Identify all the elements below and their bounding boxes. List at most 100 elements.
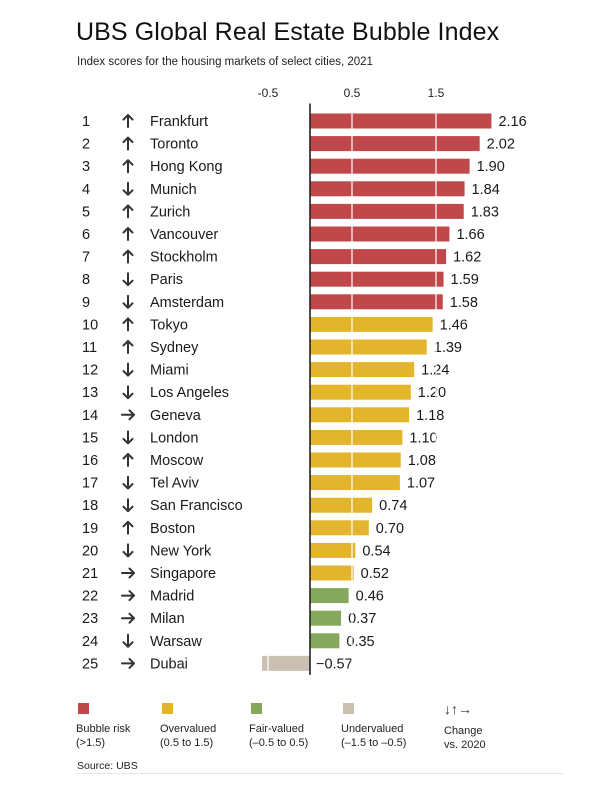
city-label: Dubai bbox=[150, 656, 188, 672]
bar-tokyo bbox=[310, 316, 433, 332]
bar-miami bbox=[310, 362, 415, 378]
arrow-down-icon bbox=[122, 498, 134, 513]
city-label: Milan bbox=[150, 611, 185, 627]
legend-swatch-bubble bbox=[78, 703, 89, 714]
bar-sydney bbox=[310, 339, 427, 355]
value-label: 1.18 bbox=[416, 408, 444, 424]
bar-hong-kong bbox=[310, 158, 470, 174]
value-label: 1.84 bbox=[472, 182, 500, 198]
value-label: 1.83 bbox=[471, 204, 499, 220]
rank-25: 25 bbox=[82, 656, 98, 672]
arrow-down-icon bbox=[122, 181, 134, 196]
value-label: 2.16 bbox=[498, 114, 526, 130]
bar-tel-aviv bbox=[310, 475, 400, 491]
arrow-up-icon bbox=[122, 249, 134, 264]
city-label: Madrid bbox=[150, 589, 194, 605]
value-label: 1.08 bbox=[408, 453, 436, 469]
value-label: 1.20 bbox=[418, 385, 446, 401]
bar-madrid bbox=[310, 588, 349, 604]
rank-14: 14 bbox=[82, 408, 98, 424]
value-label: 1.62 bbox=[453, 250, 481, 266]
value-label: 1.39 bbox=[434, 340, 462, 356]
value-label: 0.37 bbox=[348, 611, 376, 627]
city-label: Amsterdam bbox=[150, 295, 224, 311]
arrow-right-icon bbox=[121, 657, 135, 669]
bar-stockholm bbox=[310, 249, 447, 265]
value-label: 1.66 bbox=[456, 227, 484, 243]
arrow-up-icon bbox=[122, 227, 134, 241]
legend-label-undervalued: Undervalued (–1.5 to –0.5) bbox=[341, 723, 407, 749]
bar-london bbox=[310, 429, 403, 445]
chart-title: UBS Global Real Estate Bubble Index bbox=[76, 18, 500, 46]
value-label: 0.54 bbox=[362, 543, 390, 559]
city-label: Toronto bbox=[150, 137, 198, 153]
arrow-down-icon bbox=[122, 543, 134, 558]
bar-geneva bbox=[310, 407, 410, 423]
city-label: Tokyo bbox=[150, 317, 188, 333]
city-label: Geneva bbox=[150, 408, 202, 424]
value-label: 1.58 bbox=[450, 295, 478, 311]
value-label: 0.46 bbox=[356, 589, 384, 605]
bar-paris bbox=[310, 271, 444, 287]
city-label: Moscow bbox=[150, 453, 204, 469]
city-label: Stockholm bbox=[150, 250, 218, 266]
legend-item-fair: Fair-valued (–0.5 to 0.5) bbox=[249, 703, 308, 750]
bar-singapore bbox=[310, 565, 354, 581]
rank-22: 22 bbox=[82, 589, 98, 605]
rank-5: 5 bbox=[82, 204, 90, 220]
value-label: 1.90 bbox=[477, 159, 505, 175]
arrow-right-icon bbox=[121, 612, 135, 624]
legend-item-undervalued: Undervalued (–1.5 to –0.5) bbox=[341, 703, 406, 750]
arrow-down-icon bbox=[122, 430, 134, 445]
rank-21: 21 bbox=[82, 566, 98, 582]
legend-label-overvalued: Overvalued (0.5 to 1.5) bbox=[160, 723, 217, 749]
rank-23: 23 bbox=[82, 611, 98, 627]
arrow-down-icon bbox=[122, 362, 134, 377]
rank-2: 2 bbox=[82, 137, 90, 153]
value-label: 1.46 bbox=[440, 317, 468, 333]
bar-warsaw bbox=[310, 633, 340, 649]
city-label: Paris bbox=[150, 272, 183, 288]
legend-label-bubble: Bubble risk (>1.5) bbox=[76, 723, 131, 749]
rank-12: 12 bbox=[82, 363, 98, 379]
bar-los-angeles bbox=[310, 384, 411, 400]
rank-15: 15 bbox=[82, 430, 98, 446]
city-label: Singapore bbox=[150, 566, 216, 582]
rank-3: 3 bbox=[82, 159, 90, 175]
city-label: Warsaw bbox=[150, 634, 202, 650]
legend-label-change: Change vs. 2020 bbox=[444, 725, 486, 751]
rank-18: 18 bbox=[82, 498, 98, 514]
legend-swatch-overvalued bbox=[162, 703, 173, 714]
arrow-right-icon bbox=[121, 567, 135, 579]
arrow-up-icon bbox=[122, 114, 134, 128]
rank-6: 6 bbox=[82, 227, 90, 243]
bar-amsterdam bbox=[310, 294, 443, 310]
rank-10: 10 bbox=[82, 317, 98, 333]
chart-subtitle: Index scores for the housing markets of … bbox=[77, 56, 373, 68]
legend-item-bubble: Bubble risk (>1.5) bbox=[76, 703, 130, 750]
footer-divider bbox=[76, 773, 563, 774]
rank-1: 1 bbox=[82, 114, 90, 130]
arrow-down-icon bbox=[122, 385, 134, 400]
rank-8: 8 bbox=[82, 272, 90, 288]
source-note: Source: UBS bbox=[77, 760, 138, 772]
legend-label-fair: Fair-valued (–0.5 to 0.5) bbox=[249, 723, 309, 749]
arrow-down-icon bbox=[122, 633, 134, 648]
bar-new-york bbox=[310, 542, 356, 558]
bar-zurich bbox=[310, 203, 464, 219]
arrow-down-icon bbox=[122, 294, 134, 309]
value-label: 0.35 bbox=[346, 634, 374, 650]
city-label: Sydney bbox=[150, 340, 199, 356]
city-label: New York bbox=[150, 543, 212, 559]
rank-9: 9 bbox=[82, 295, 90, 311]
arrow-down-icon bbox=[122, 475, 134, 490]
arrow-up-icon bbox=[122, 204, 134, 219]
arrow-up-icon bbox=[122, 453, 134, 467]
rank-7: 7 bbox=[82, 250, 90, 266]
rank-4: 4 bbox=[82, 182, 90, 198]
bar-san-francisco bbox=[310, 497, 373, 513]
value-label: 2.02 bbox=[487, 137, 515, 153]
value-label: 1.10 bbox=[409, 430, 437, 446]
bar-munich bbox=[310, 181, 465, 197]
city-label: Boston bbox=[150, 521, 195, 537]
